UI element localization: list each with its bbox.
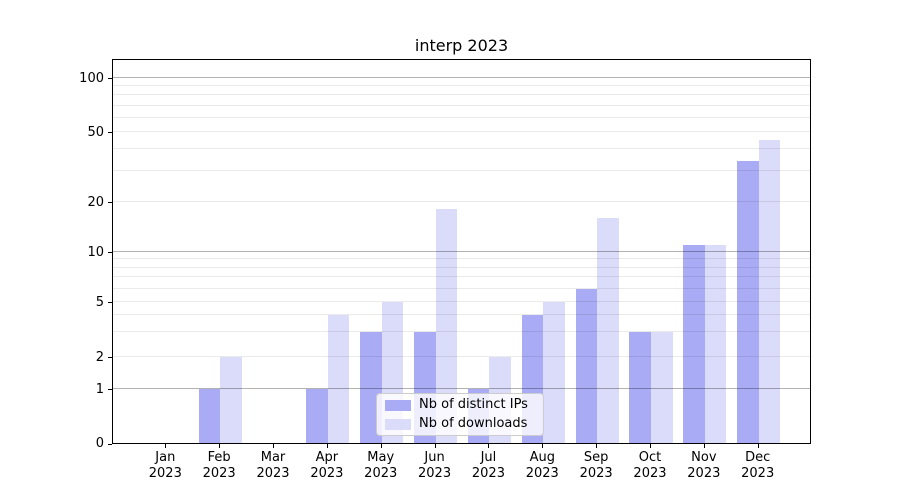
x-tick-label-line: 2023 (525, 466, 559, 481)
x-tick-label-line: Oct (638, 450, 662, 465)
x-tick-label-line: Nov (691, 450, 717, 465)
y-tick-label-20: 20 (87, 194, 104, 210)
legend: Nb of distinct IPs Nb of downloads (376, 393, 544, 436)
y-tick-label-100: 100 (79, 70, 104, 86)
x-tick-label-line: Mar (260, 450, 286, 465)
bar-nb-of-distinct-ips-oct-2023 (629, 332, 651, 443)
x-tick-mark-feb-2023 (219, 444, 221, 448)
bar-nb-of-downloads-feb-2023 (220, 356, 242, 443)
x-tick-mark-oct-2023 (649, 444, 651, 448)
x-tick-mark-aug-2023 (542, 444, 544, 448)
x-tick-mark-mar-2023 (273, 444, 275, 448)
x-tick-label-line: 2023 (202, 466, 236, 481)
x-tick-label-line: 2023 (310, 466, 344, 481)
bar-nb-of-downloads-dec-2023 (758, 139, 781, 443)
y-tick-mark-2 (108, 357, 112, 359)
legend-label-downloads: Nb of downloads (419, 416, 528, 431)
x-tick-label-jul-2023: Jul 2023 (458, 450, 518, 482)
bar-nb-of-downloads-oct-2023 (650, 332, 673, 443)
x-tick-label-line: 2023 (148, 466, 182, 481)
x-tick-label-jan-2023: Jan 2023 (135, 450, 195, 482)
x-tick-label-apr-2023: Apr 2023 (297, 450, 357, 482)
bar-nb-of-distinct-ips-sep-2023 (575, 288, 598, 443)
x-tick-mark-nov-2023 (703, 444, 705, 448)
x-tick-label-may-2023: May 2023 (351, 450, 411, 482)
x-tick-label-line: Jan (155, 450, 176, 465)
x-tick-mark-jun-2023 (434, 444, 436, 448)
bar-nb-of-downloads-jun-2023 (435, 209, 458, 443)
x-tick-label-line: 2023 (418, 466, 452, 481)
legend-swatch-downloads-icon (385, 418, 411, 430)
x-tick-label-nov-2023: Nov 2023 (674, 450, 734, 482)
x-tick-label-line: Apr (315, 450, 339, 465)
x-tick-label-line: 2023 (579, 466, 613, 481)
x-tick-label-feb-2023: Feb 2023 (189, 450, 249, 482)
bar-nb-of-downloads-apr-2023 (327, 315, 350, 443)
x-tick-label-sep-2023: Sep 2023 (566, 450, 626, 482)
x-tick-label-aug-2023: Aug 2023 (512, 450, 572, 482)
bars-layer (113, 60, 810, 443)
legend-item-downloads: Nb of downloads (385, 417, 535, 431)
x-tick-label-line: 2023 (364, 466, 398, 481)
chart-title: interp 2023 (414, 36, 509, 55)
x-tick-label-line: Aug (529, 450, 555, 465)
bar-nb-of-downloads-nov-2023 (704, 244, 727, 443)
x-tick-mark-jan-2023 (165, 444, 167, 448)
y-tick-mark-0 (108, 443, 112, 445)
x-tick-mark-sep-2023 (596, 444, 598, 448)
bar-nb-of-distinct-ips-feb-2023 (198, 389, 221, 443)
x-tick-label-line: Jun (424, 450, 445, 465)
x-tick-label-line: 2023 (471, 466, 505, 481)
x-tick-label-mar-2023: Mar 2023 (243, 450, 303, 482)
bar-nb-of-distinct-ips-nov-2023 (683, 244, 705, 443)
x-tick-label-dec-2023: Dec 2023 (728, 450, 788, 482)
x-tick-label-line: Jul (480, 450, 497, 465)
bar-nb-of-downloads-aug-2023 (543, 301, 565, 443)
y-tick-mark-50 (108, 132, 112, 134)
bar-nb-of-distinct-ips-dec-2023 (737, 161, 759, 443)
x-tick-label-oct-2023: Oct 2023 (620, 450, 680, 482)
bar-nb-of-downloads-sep-2023 (597, 217, 619, 443)
x-tick-label-line: 2023 (741, 466, 775, 481)
x-tick-label-line: May (367, 450, 395, 465)
y-tick-label-50: 50 (87, 124, 104, 140)
y-tick-label-0: 0 (95, 436, 104, 451)
x-tick-label-line: Feb (207, 450, 231, 465)
legend-label-distinct-ips: Nb of distinct IPs (419, 397, 528, 412)
y-tick-label-10: 10 (87, 244, 104, 260)
x-tick-label-line: Dec (745, 450, 771, 465)
x-tick-mark-may-2023 (380, 444, 382, 448)
x-tick-mark-jul-2023 (488, 444, 490, 448)
y-tick-mark-10 (108, 252, 112, 254)
y-tick-mark-1 (108, 389, 112, 391)
plot-area: Nb of distinct IPs Nb of downloads (112, 59, 811, 444)
x-tick-label-line: Sep (583, 450, 609, 465)
y-tick-label-5: 5 (95, 294, 104, 310)
x-tick-label-jun-2023: Jun 2023 (405, 450, 465, 482)
legend-swatch-distinct-ips-icon (385, 399, 411, 411)
y-tick-label-2: 2 (95, 349, 104, 365)
y-tick-label-1: 1 (95, 381, 104, 397)
x-tick-label-line: 2023 (687, 466, 721, 481)
y-tick-mark-20 (108, 202, 112, 204)
x-tick-label-line: 2023 (633, 466, 667, 481)
x-tick-mark-dec-2023 (757, 444, 759, 448)
x-tick-label-line: 2023 (256, 466, 290, 481)
x-tick-mark-apr-2023 (326, 444, 328, 448)
bar-nb-of-distinct-ips-apr-2023 (306, 389, 328, 443)
y-tick-mark-5 (108, 302, 112, 304)
legend-item-distinct-ips: Nb of distinct IPs (385, 398, 535, 412)
y-tick-mark-100 (108, 78, 112, 80)
